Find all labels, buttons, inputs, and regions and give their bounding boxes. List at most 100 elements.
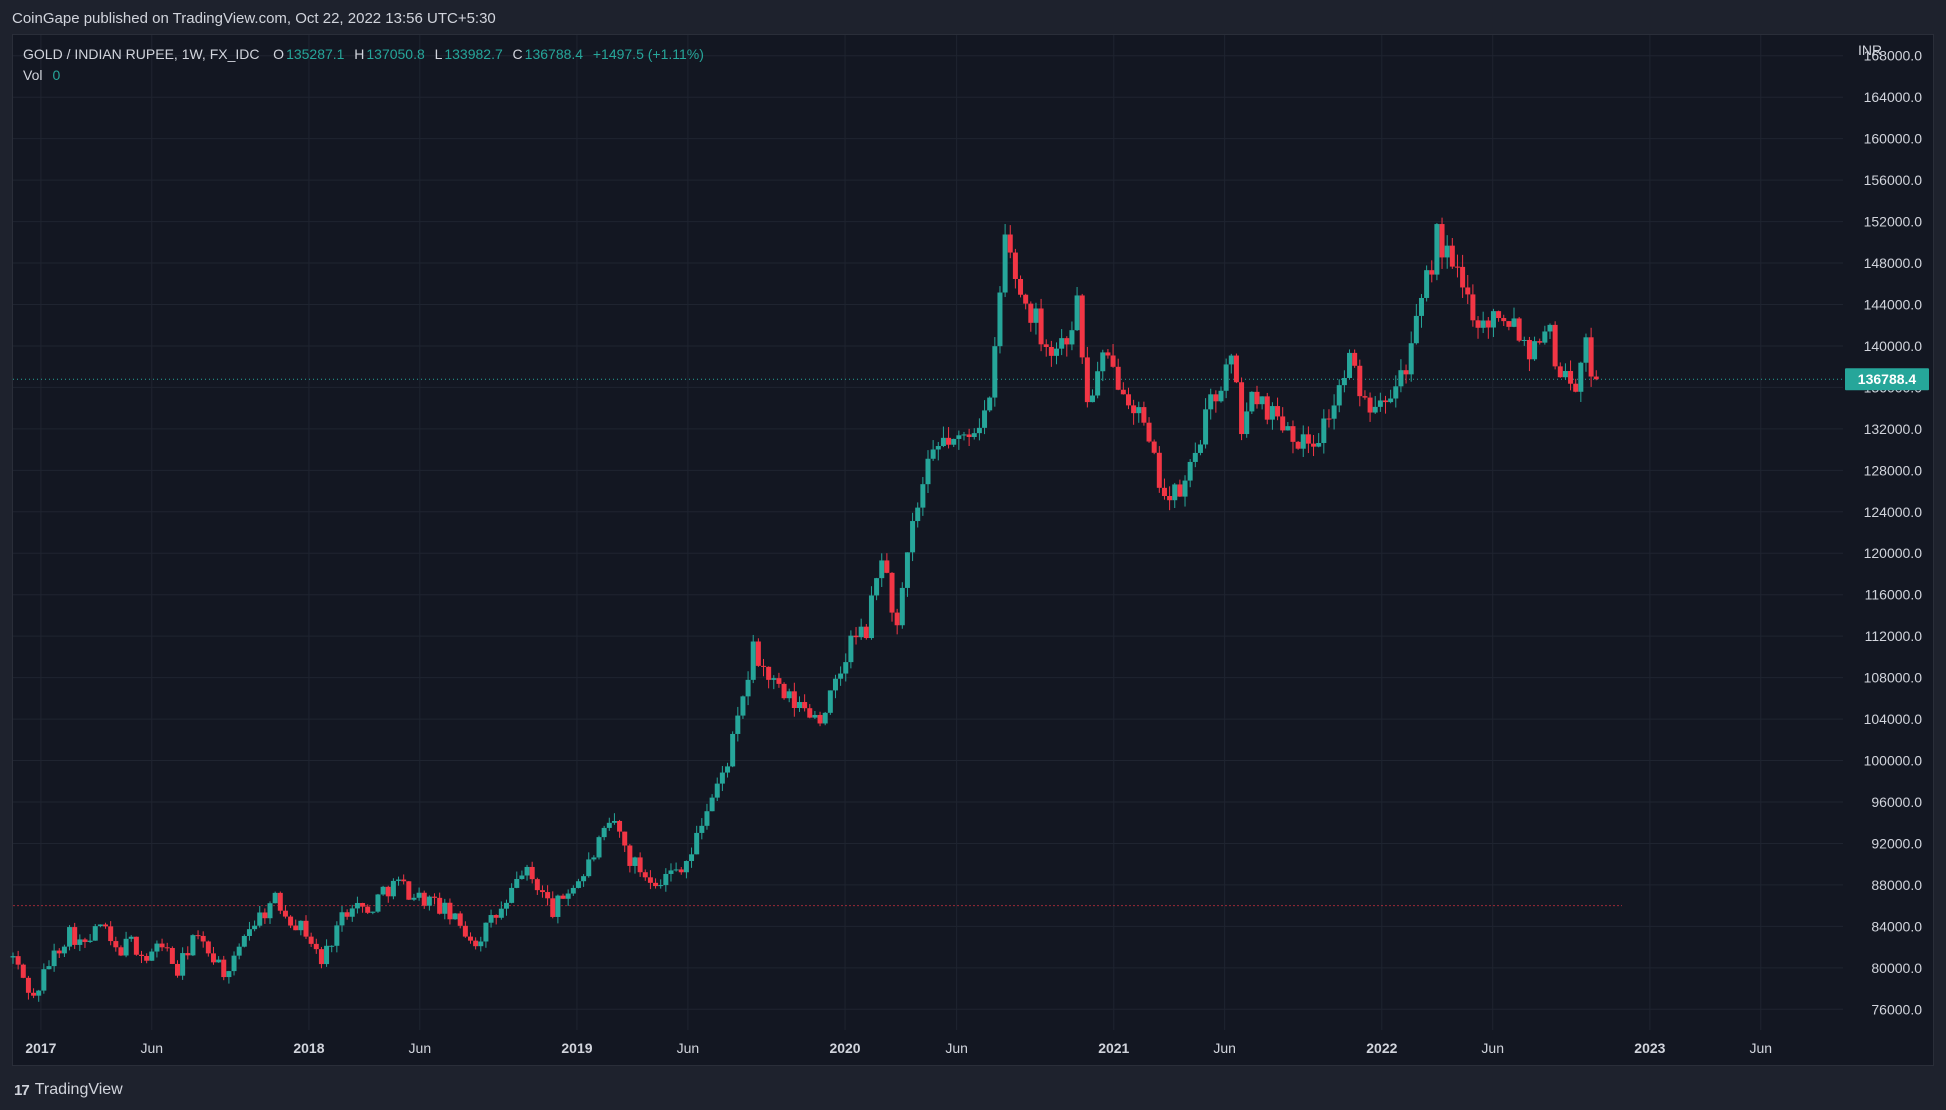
- candle-down: [1048, 347, 1054, 356]
- candle-down: [1501, 318, 1507, 322]
- candle-down: [776, 678, 782, 684]
- candle-up: [935, 446, 941, 450]
- candle-down: [1264, 396, 1270, 420]
- candle-up: [658, 885, 664, 887]
- price-tick-label: 112000.0: [1865, 628, 1923, 644]
- candle-down: [1167, 496, 1173, 501]
- candle-up: [488, 915, 494, 923]
- chart-grid: [13, 35, 1843, 1030]
- candle-down: [1326, 418, 1332, 420]
- candle-up: [689, 854, 695, 862]
- candle-up: [740, 696, 746, 716]
- candle-up: [730, 733, 736, 767]
- candle-down: [1007, 234, 1013, 253]
- candle-up: [771, 678, 777, 680]
- candle-up: [1336, 385, 1342, 406]
- candle-down: [647, 877, 653, 883]
- candle-up: [1393, 386, 1399, 399]
- candle-up: [483, 922, 489, 942]
- candle-up: [1547, 324, 1553, 332]
- candle-down: [807, 708, 813, 718]
- candle-up: [324, 945, 330, 965]
- candle-up: [1347, 352, 1353, 378]
- candle-down: [1161, 487, 1167, 497]
- candle-down: [144, 955, 150, 961]
- candle-down: [277, 892, 283, 911]
- candle-down: [1568, 370, 1574, 384]
- candle-up: [1208, 394, 1214, 410]
- candle-down: [1465, 287, 1471, 295]
- candle-down: [360, 902, 366, 907]
- candle-up: [750, 641, 756, 680]
- brand-name: TradingView: [34, 1081, 123, 1098]
- candle-up: [498, 908, 504, 918]
- candle-down: [889, 572, 895, 613]
- candle-up: [334, 925, 340, 946]
- volume-value: 0: [52, 67, 61, 83]
- price-tick-label: 104000.0: [1864, 711, 1923, 727]
- candle-up: [36, 990, 42, 996]
- candle-down: [195, 935, 201, 937]
- candle-down: [802, 702, 808, 709]
- candle-up: [725, 766, 731, 773]
- candle-down: [1460, 266, 1466, 288]
- candle-up: [1187, 461, 1193, 481]
- volume-label: Vol: [23, 67, 43, 83]
- candle-up: [719, 772, 725, 784]
- candle-up: [154, 943, 160, 952]
- candle-down: [113, 941, 119, 948]
- candle-up: [1444, 245, 1450, 258]
- candle-down: [164, 947, 170, 949]
- candle-up: [257, 912, 263, 926]
- candle-down: [103, 924, 109, 927]
- candle-up: [180, 953, 186, 976]
- candle-down: [174, 963, 180, 976]
- price-tick-label: 144000.0: [1864, 296, 1923, 312]
- candle-down: [1429, 270, 1435, 275]
- candle-up: [226, 971, 232, 978]
- candle-up: [1259, 396, 1265, 405]
- price-tick-label: 132000.0: [1864, 421, 1923, 437]
- candle-up: [822, 712, 828, 724]
- candle-up: [509, 887, 515, 903]
- candle-up: [1059, 338, 1065, 349]
- chart-panel[interactable]: [12, 34, 1934, 1066]
- candle-up: [606, 822, 612, 828]
- candle-up: [123, 938, 129, 956]
- candle-up: [796, 702, 802, 709]
- candle-down: [1573, 383, 1579, 392]
- candle-up: [1413, 315, 1419, 344]
- candle-down: [25, 977, 31, 993]
- candle-down: [1470, 294, 1476, 321]
- candle-up: [1562, 370, 1568, 378]
- candle-down: [560, 895, 566, 899]
- candle-down: [1352, 352, 1358, 366]
- candle-up: [1424, 270, 1430, 298]
- tradingview-brand[interactable]: 17 TradingView: [14, 1081, 123, 1099]
- candle-up: [1249, 391, 1255, 412]
- candle-up: [570, 887, 576, 894]
- candle-up: [236, 946, 242, 956]
- price-tick-label: 108000.0: [1864, 670, 1923, 686]
- candle-up: [390, 880, 396, 897]
- candle-up: [1136, 407, 1142, 414]
- candle-down: [118, 947, 124, 956]
- candle-up: [524, 866, 530, 876]
- candle-down: [313, 943, 319, 950]
- candle-up: [596, 837, 602, 858]
- candle-down: [1475, 320, 1481, 328]
- candle-down: [1305, 434, 1311, 444]
- candle-up: [987, 397, 993, 411]
- time-tick-label: Jun: [1213, 1040, 1236, 1056]
- price-tick-label: 124000.0: [1864, 504, 1923, 520]
- candle-up: [997, 292, 1003, 347]
- candle-up: [231, 955, 237, 972]
- candle-down: [642, 872, 648, 878]
- candle-up: [1372, 406, 1378, 413]
- price-axis: 168000.0 164000.0 160000.0 156000.0 152000.0…: [1864, 48, 1923, 1018]
- candle-up: [67, 927, 73, 947]
- candle-down: [1367, 397, 1373, 413]
- candle-down: [894, 612, 900, 626]
